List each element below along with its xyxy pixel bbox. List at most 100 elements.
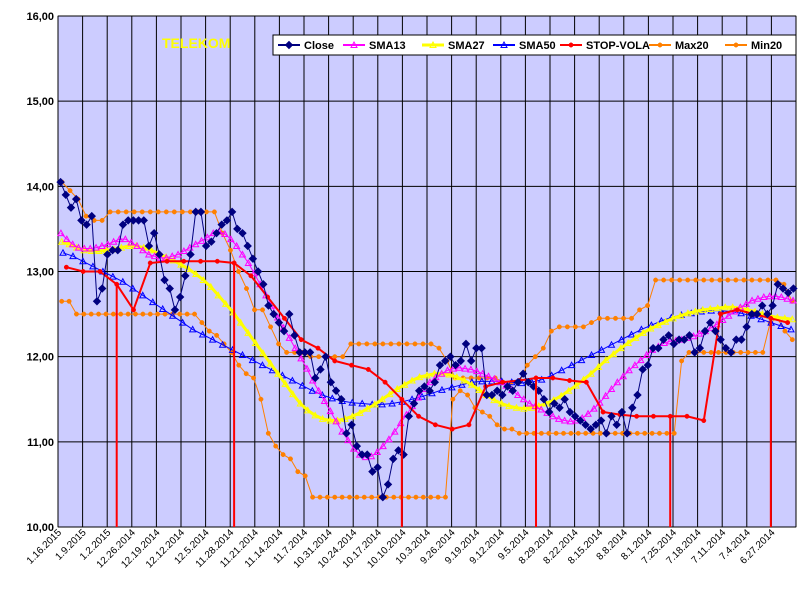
close-point — [456, 356, 465, 366]
sma13-point — [221, 229, 229, 238]
sma50-point — [577, 356, 586, 364]
close-point — [763, 309, 772, 319]
stop-vola-point — [332, 358, 338, 364]
stop-vola-point — [785, 320, 791, 326]
min20-point — [428, 494, 434, 500]
sma50-point — [537, 375, 546, 383]
min20-point — [538, 430, 544, 436]
stop-vola-point — [298, 337, 304, 343]
sma27-point — [467, 380, 476, 388]
sma13-point — [490, 374, 499, 382]
max20-point — [556, 324, 562, 330]
stop-vola-point — [80, 269, 86, 274]
close-point — [201, 241, 211, 251]
stop-vola-point — [214, 258, 220, 264]
sma50-point — [757, 315, 765, 323]
max20-point — [741, 277, 747, 283]
close-point — [451, 360, 460, 370]
min20-point — [199, 320, 205, 326]
max20-point — [588, 320, 594, 326]
close-point — [550, 399, 559, 408]
close-point — [149, 228, 159, 238]
min20-point — [125, 311, 131, 317]
y-tick-label: 14,00 — [26, 181, 54, 193]
y-axis: 10,00 11,00 12,00 13,00 14,00 15,00 16,00 — [26, 11, 54, 534]
min20-point — [302, 473, 308, 479]
min20-point — [339, 494, 345, 500]
close-point — [440, 356, 450, 366]
sma27-point — [370, 400, 379, 408]
sma13-point — [625, 366, 633, 374]
sma13-point — [191, 240, 200, 248]
legend-item-min20: Min20 — [725, 40, 782, 52]
sma50-point — [458, 380, 466, 388]
close-point — [461, 339, 471, 349]
sma13-point — [601, 391, 610, 399]
close-point — [721, 343, 731, 353]
max20-point — [693, 277, 699, 283]
min20-point — [361, 494, 367, 500]
sma13-point — [238, 250, 247, 258]
sma27-point — [475, 385, 484, 393]
sma50-point — [148, 298, 157, 306]
stop-vola-line — [66, 260, 788, 431]
close-point — [596, 416, 606, 425]
close-point — [466, 356, 476, 366]
sma27-point — [311, 411, 320, 419]
min20-point — [147, 311, 153, 317]
min20-point — [258, 396, 264, 402]
max20-point — [564, 324, 570, 330]
min20-point — [140, 311, 146, 317]
sma13-point — [62, 235, 71, 243]
sma27-point — [296, 399, 305, 407]
max20-point — [765, 277, 771, 283]
close-point — [409, 399, 419, 408]
max20-point — [548, 328, 554, 334]
sma27-point — [281, 379, 290, 387]
close-point — [633, 390, 642, 400]
max20-point — [268, 324, 274, 330]
close-point — [524, 378, 533, 387]
stop-vola-point — [281, 315, 287, 321]
max20-point — [364, 341, 370, 347]
max20-point — [597, 315, 602, 321]
close-point — [165, 284, 174, 293]
close-point — [789, 284, 798, 293]
sma50-point — [308, 386, 317, 394]
close-point — [368, 467, 377, 476]
sma13-point — [68, 240, 77, 248]
sma50-point — [238, 350, 247, 358]
sma27-point — [505, 402, 513, 410]
series-min20 — [59, 298, 795, 500]
close-point — [264, 301, 273, 310]
min20-point — [177, 311, 183, 317]
sma50-point — [59, 248, 67, 256]
close-point — [773, 280, 783, 289]
sma13-point — [724, 311, 733, 319]
max20-point — [139, 209, 145, 215]
min20-point — [450, 396, 456, 402]
legend-close-point — [284, 40, 294, 50]
legend-box — [272, 34, 797, 56]
sma50-point — [79, 257, 87, 265]
close-point — [420, 382, 429, 391]
sma13-point — [244, 258, 253, 266]
sma50-point — [348, 398, 357, 406]
sma13-point — [642, 350, 651, 358]
sma13-point — [139, 246, 147, 254]
stop-vola-point — [567, 378, 573, 383]
close-point — [347, 420, 356, 430]
close-point — [404, 412, 414, 421]
close-point — [331, 386, 341, 395]
sma27-point — [393, 384, 402, 393]
sma27-point — [460, 376, 469, 384]
series-stop-vola — [63, 258, 791, 432]
sma13-point — [92, 243, 100, 251]
sma27-point — [415, 373, 424, 381]
close-point — [778, 284, 788, 293]
min20-point — [265, 430, 271, 436]
sma50-point — [298, 381, 307, 389]
sma13-point — [748, 296, 756, 304]
min20-point — [760, 349, 766, 355]
stop-vola-point — [466, 422, 472, 428]
